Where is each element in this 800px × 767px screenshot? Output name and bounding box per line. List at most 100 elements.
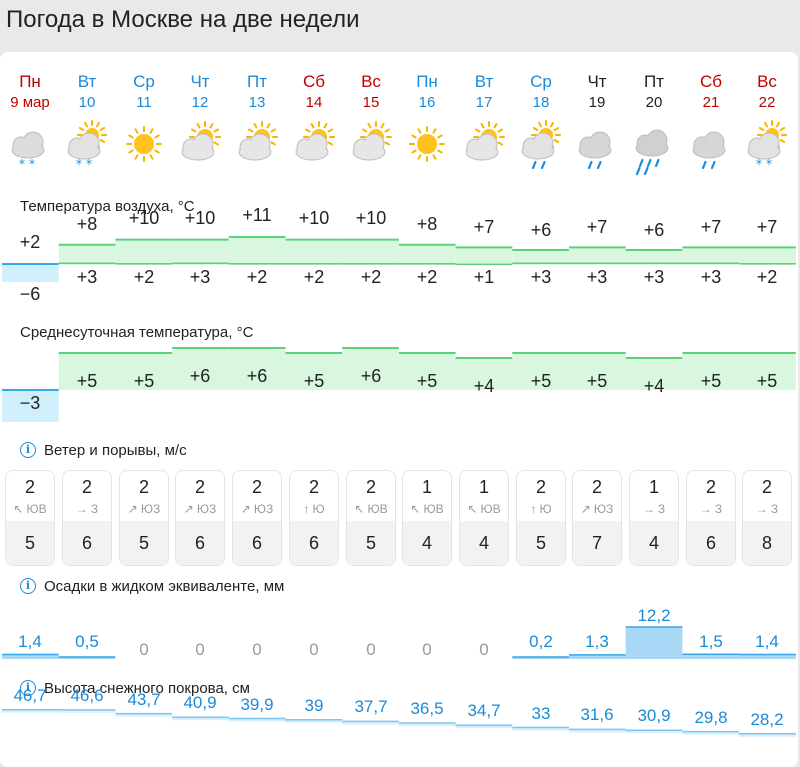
temp-value: +7 (756, 217, 778, 237)
avg-value: +6 (360, 366, 382, 386)
snow-fill (2, 709, 59, 713)
snow-info-icon[interactable]: i (20, 680, 36, 696)
wind-gust: 5 (24, 533, 35, 553)
partly-cloudy-icon (229, 118, 285, 178)
precip-value: 12,2 (637, 606, 671, 625)
wind-gust-area (517, 521, 565, 565)
wind-direction: ↗ ЮЗ (120, 502, 168, 516)
temp-value: +3 (586, 267, 608, 287)
temperature-band-segment (342, 239, 399, 265)
avg-value: +5 (416, 371, 438, 391)
day-of-week: Вс (757, 72, 777, 91)
avg-value: +6 (189, 366, 211, 386)
avg-value: +5 (756, 371, 778, 391)
precip-value: 1,4 (18, 632, 42, 651)
wind-direction-label: ЮЗ (196, 502, 217, 516)
precip-value: 0,2 (529, 632, 553, 651)
wind-cell: 2 ↖ ЮВ 5 (5, 470, 55, 566)
wind-gust: 6 (705, 533, 716, 553)
wind-gust: 6 (194, 533, 205, 553)
wind-gust: 5 (138, 533, 149, 553)
wind-arrow-icon: → (75, 502, 88, 516)
wind-gust: 7 (591, 533, 602, 553)
precip-bar (512, 657, 569, 659)
day-date: 12 (191, 94, 209, 111)
wind-speed: 2 (365, 477, 376, 497)
wind-gust-area (120, 521, 168, 565)
average-block (2, 390, 59, 422)
snow-title: Высота снежного покрова, см (44, 680, 250, 697)
avg-value: +5 (700, 371, 722, 391)
wind-gust: 8 (761, 533, 772, 553)
snow-value: 39 (304, 695, 324, 715)
wind-cell: 2 ↗ ЮЗ 5 (119, 470, 169, 566)
average-block (228, 348, 286, 390)
snow-value: 28,2 (750, 709, 784, 729)
wind-gust-area (233, 521, 281, 565)
svg-text:*: * (86, 157, 92, 171)
wind-arrow-icon: ↖ (354, 502, 365, 516)
snow-value: 31,6 (580, 705, 614, 725)
day-of-week: Пн (19, 72, 41, 91)
day-date: 19 (588, 94, 606, 111)
temperature-band-segment (739, 247, 796, 265)
wind-arrow-icon: ↑ (303, 502, 310, 516)
precip-info-icon[interactable]: i (20, 578, 36, 594)
wind-direction: ↗ ЮЗ (176, 502, 224, 516)
wind-arrow-icon: ↖ (13, 502, 24, 516)
snow-value: 37,7 (354, 697, 388, 717)
wind-arrow-icon: ↗ (127, 502, 138, 516)
wind-direction: ↖ ЮВ (347, 502, 395, 516)
day-date: 17 (475, 94, 493, 111)
temperature-band-segment (455, 247, 513, 265)
wind-speed: 2 (761, 477, 772, 497)
avg-value: −3 (19, 393, 41, 413)
wind-speed: 1 (648, 477, 659, 497)
snow-value: 30,9 (637, 706, 671, 726)
rain-cloud-icon (683, 118, 739, 178)
average-temperature-title: Среднесуточная температура, °C (20, 324, 254, 341)
day-of-week: Вс (361, 72, 381, 91)
temp-value: +2 (416, 267, 438, 287)
wind-direction-label: ЮВ (480, 502, 501, 516)
snow-fill (512, 727, 569, 731)
day-date: 13 (248, 94, 266, 111)
wind-cell: 2 ↑ Ю 6 (289, 470, 339, 566)
avg-value: +6 (246, 366, 268, 386)
temperature-band-segment (398, 244, 456, 265)
temperature-band-segment (625, 250, 683, 265)
wind-direction: ↑ Ю (517, 502, 565, 516)
wind-arrow-icon: ↖ (410, 502, 421, 516)
wind-direction-label: Ю (539, 502, 552, 516)
svg-text:*: * (76, 157, 82, 171)
wind-cell: 1 ↖ ЮВ 4 (459, 470, 509, 566)
day-of-week: Ср (530, 72, 552, 91)
day-date: 22 (758, 94, 776, 111)
wind-speed: 2 (24, 477, 35, 497)
precip-value: 0 (139, 640, 149, 659)
wind-speed: 1 (478, 477, 489, 497)
precip-value: 0 (422, 640, 432, 659)
temp-value: +3 (643, 267, 665, 287)
average-block (625, 358, 683, 390)
sun-icon (399, 118, 455, 178)
partly-cloudy-snow-icon: * * (739, 118, 795, 178)
temperature-band-segment (228, 237, 286, 265)
wind-info-icon[interactable]: i (20, 442, 36, 458)
svg-text:*: * (756, 157, 762, 171)
day-of-week: Пт (246, 72, 267, 91)
wind-direction: → З (687, 502, 735, 516)
snow-value: 29,8 (694, 707, 728, 727)
temperature-band-segment (682, 247, 740, 265)
snow-value: 33 (531, 703, 551, 723)
temp-value: +3 (189, 267, 211, 287)
wind-arrow-icon: ↗ (580, 502, 591, 516)
wind-gust: 5 (365, 533, 376, 553)
wind-cell: 2 ↗ ЮЗ 6 (232, 470, 282, 566)
day-date: 18 (532, 94, 550, 111)
wind-direction: ↖ ЮВ (403, 502, 451, 516)
wind-cell: 1 → З 4 (629, 470, 679, 566)
wind-gust-area (743, 521, 791, 565)
wind-speed: 1 (421, 477, 432, 497)
wind-speed: 2 (81, 477, 92, 497)
